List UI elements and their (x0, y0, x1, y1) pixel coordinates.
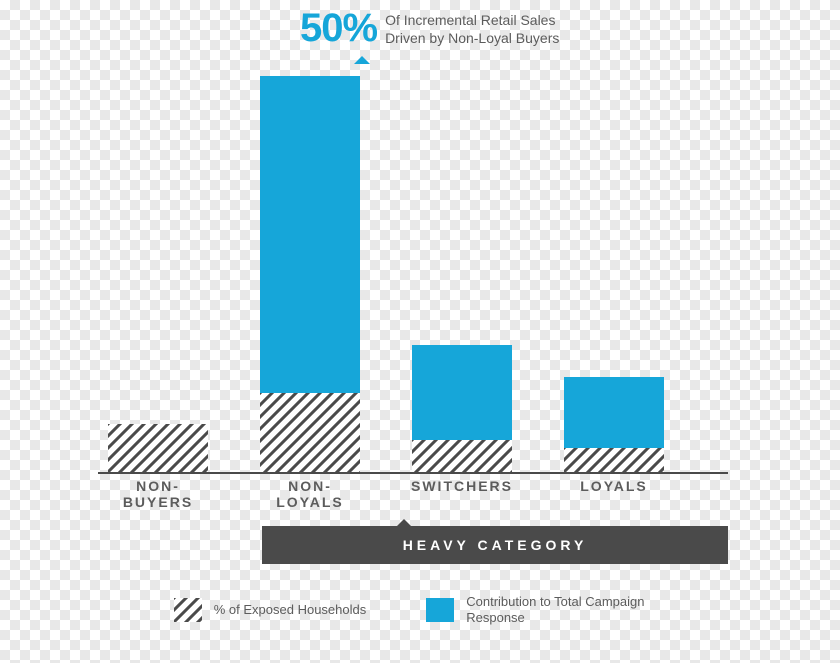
callout: 50% Of Incremental Retail Sales Driven b… (300, 8, 559, 48)
category-label-1: NON-LOYALS (250, 478, 370, 510)
heavy-category-label: HEAVY CATEGORY (403, 537, 588, 553)
category-label-line2: LOYALS (250, 494, 370, 510)
category-label-line1: LOYALS (554, 478, 674, 494)
category-label-line1: NON- (98, 478, 218, 494)
legend-swatch-solid (426, 598, 454, 622)
legend-text-contribution: Contribution to Total Campaign Response (466, 594, 666, 625)
bar-seg-exposed (108, 424, 208, 472)
legend: % of Exposed Households Contribution to … (0, 594, 840, 625)
bar-seg-contribution (412, 345, 512, 440)
bar-seg-contribution (260, 76, 360, 393)
bar-seg-exposed (564, 448, 664, 472)
category-label-line1: SWITCHERS (402, 478, 522, 494)
bar-seg-exposed (412, 440, 512, 472)
x-axis-line (98, 472, 728, 474)
category-label-line2: BUYERS (98, 494, 218, 510)
chart-bars (108, 12, 718, 472)
chart-container: 50% Of Incremental Retail Sales Driven b… (0, 0, 840, 663)
callout-line2: Driven by Non-Loyal Buyers (385, 30, 559, 48)
bar-seg-contribution (564, 377, 664, 448)
callout-text: Of Incremental Retail Sales Driven by No… (385, 8, 559, 47)
category-label-2: SWITCHERS (402, 478, 522, 494)
chart-plot-area (108, 12, 718, 472)
callout-value: 50% (300, 8, 377, 48)
callout-line1: Of Incremental Retail Sales (385, 12, 559, 30)
category-label-line1: NON- (250, 478, 370, 494)
category-label-0: NON-BUYERS (98, 478, 218, 510)
callout-pointer-icon (354, 56, 370, 64)
legend-text-exposed: % of Exposed Households (214, 602, 366, 618)
legend-item-exposed: % of Exposed Households (174, 594, 366, 625)
legend-swatch-hatched (174, 598, 202, 622)
category-label-3: LOYALS (554, 478, 674, 494)
bar-seg-exposed (260, 393, 360, 472)
heavy-category-band: HEAVY CATEGORY (262, 526, 728, 564)
legend-item-contribution: Contribution to Total Campaign Response (426, 594, 666, 625)
